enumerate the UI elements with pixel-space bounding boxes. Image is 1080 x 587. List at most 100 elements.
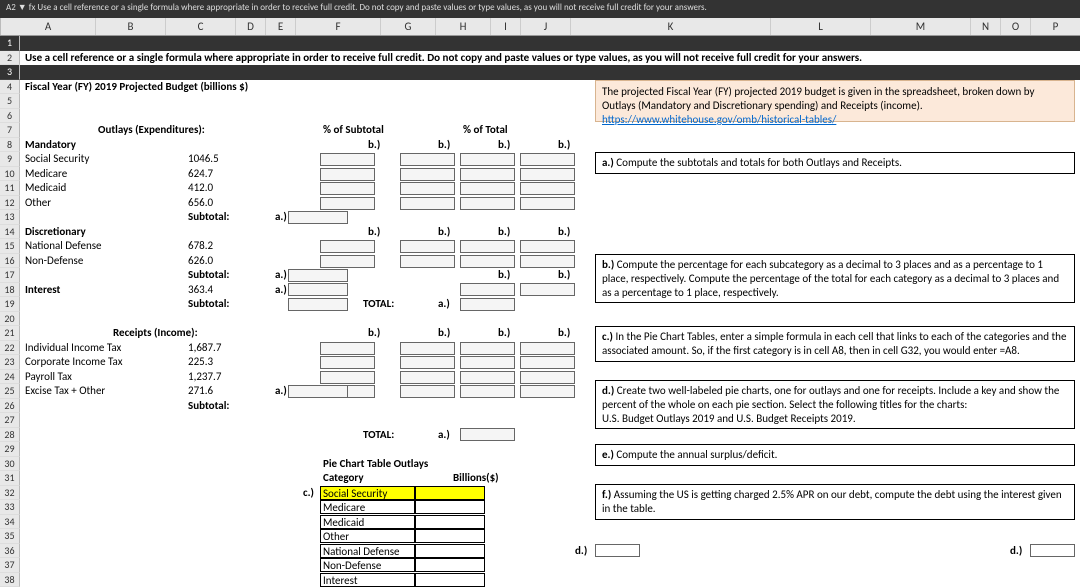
- input-pct[interactable]: [400, 197, 455, 210]
- row-header-16[interactable]: 16: [0, 254, 20, 269]
- input-int-pct2[interactable]: [520, 283, 575, 296]
- input-pct[interactable]: [460, 240, 515, 253]
- col-header-I[interactable]: I: [491, 18, 521, 35]
- input-pct[interactable]: [400, 385, 455, 398]
- input-pct[interactable]: [520, 255, 575, 268]
- row-header-34[interactable]: 34: [0, 515, 20, 530]
- col-header-B[interactable]: B: [96, 18, 166, 35]
- input-pct[interactable]: [400, 240, 455, 253]
- row-header-6[interactable]: 6: [0, 109, 20, 124]
- row-header-35[interactable]: 35: [0, 529, 20, 544]
- col-header-H[interactable]: H: [436, 18, 491, 35]
- row-header-8[interactable]: 8: [0, 138, 20, 153]
- input-pct[interactable]: [460, 371, 515, 384]
- input-pct[interactable]: [320, 182, 375, 195]
- input-interest[interactable]: [288, 283, 348, 296]
- formula-bar[interactable]: A2 ▼ fx Use a cell reference or a single…: [0, 0, 1080, 18]
- row-header-21[interactable]: 21: [0, 326, 20, 341]
- input-pct[interactable]: [460, 153, 515, 166]
- input-pct[interactable]: [460, 168, 515, 181]
- pct-value[interactable]: [415, 573, 485, 587]
- row-header-28[interactable]: 28: [0, 428, 20, 443]
- row-header-9[interactable]: 9: [0, 152, 20, 167]
- row-header-25[interactable]: 25: [0, 384, 20, 399]
- input-total-receipts[interactable]: [460, 428, 515, 441]
- row-header-30[interactable]: 30: [0, 457, 20, 472]
- pct-category[interactable]: Social Security: [320, 486, 415, 500]
- input-pct[interactable]: [460, 356, 515, 369]
- col-header-D[interactable]: D: [236, 18, 266, 35]
- input-pct[interactable]: [520, 240, 575, 253]
- input-subtotal-m[interactable]: [288, 211, 348, 224]
- input-pct[interactable]: [520, 356, 575, 369]
- input-pct[interactable]: [400, 182, 455, 195]
- row-header-26[interactable]: 26: [0, 399, 20, 414]
- col-header-K[interactable]: K: [571, 18, 771, 35]
- link-whitehouse[interactable]: https://www.whitehouse.gov/omb/historica…: [602, 113, 836, 126]
- input-pct[interactable]: [400, 255, 455, 268]
- input-pct[interactable]: [320, 255, 375, 268]
- row-header-24[interactable]: 24: [0, 370, 20, 385]
- pct-category[interactable]: National Defense: [320, 544, 415, 558]
- input-pct[interactable]: [520, 385, 575, 398]
- row-header-3[interactable]: 3: [0, 65, 20, 80]
- input-d-left[interactable]: [595, 544, 640, 557]
- row-header-29[interactable]: 29: [0, 442, 20, 457]
- row-header-5[interactable]: 5: [0, 94, 20, 109]
- input-pct[interactable]: [520, 371, 575, 384]
- row-header-22[interactable]: 22: [0, 341, 20, 356]
- input-pct[interactable]: [320, 153, 375, 166]
- row-header-33[interactable]: 33: [0, 500, 20, 515]
- pct-category[interactable]: Medicare: [320, 500, 415, 514]
- row-header-38[interactable]: 38: [0, 573, 20, 587]
- row-header-1[interactable]: 1: [0, 36, 20, 51]
- input-pct[interactable]: [460, 255, 515, 268]
- pct-value[interactable]: [415, 558, 485, 572]
- input-subtotal-r[interactable]: [288, 385, 348, 398]
- input-subtotal-i[interactable]: [288, 298, 348, 311]
- input-pct[interactable]: [520, 197, 575, 210]
- row-header-19[interactable]: 19: [0, 297, 20, 312]
- pct-value[interactable]: [415, 544, 485, 558]
- row-header-10[interactable]: 10: [0, 167, 20, 182]
- col-header-P[interactable]: P: [1031, 18, 1080, 35]
- input-pct[interactable]: [460, 342, 515, 355]
- input-pct[interactable]: [400, 371, 455, 384]
- col-header-M[interactable]: M: [871, 18, 971, 35]
- input-pct[interactable]: [400, 342, 455, 355]
- row-header-17[interactable]: 17: [0, 268, 20, 283]
- input-pct[interactable]: [460, 197, 515, 210]
- row-header-7[interactable]: 7: [0, 123, 20, 138]
- input-d-right[interactable]: [1030, 544, 1075, 557]
- input-pct[interactable]: [520, 342, 575, 355]
- col-header-O[interactable]: O: [1001, 18, 1031, 35]
- input-subtotal-d[interactable]: [288, 269, 348, 282]
- row-header-15[interactable]: 15: [0, 239, 20, 254]
- pct-category[interactable]: Medicaid: [320, 515, 415, 529]
- row-header-11[interactable]: 11: [0, 181, 20, 196]
- row-header-32[interactable]: 32: [0, 486, 20, 501]
- row-header-31[interactable]: 31: [0, 471, 20, 486]
- row-header-12[interactable]: 12: [0, 196, 20, 211]
- col-header-F[interactable]: F: [296, 18, 381, 35]
- col-header-A[interactable]: A: [1, 18, 96, 35]
- row-header-14[interactable]: 14: [0, 225, 20, 240]
- pct-category[interactable]: Other: [320, 529, 415, 543]
- row-header-27[interactable]: 27: [0, 413, 20, 428]
- input-pct[interactable]: [320, 168, 375, 181]
- row-header-4[interactable]: 4: [0, 80, 20, 95]
- input-int-pct1[interactable]: [460, 283, 515, 296]
- input-pct[interactable]: [520, 168, 575, 181]
- row-header-23[interactable]: 23: [0, 355, 20, 370]
- input-pct[interactable]: [320, 197, 375, 210]
- pct-value[interactable]: [415, 486, 485, 500]
- row-header-36[interactable]: 36: [0, 544, 20, 559]
- input-pct[interactable]: [320, 342, 375, 355]
- input-pct[interactable]: [320, 356, 375, 369]
- col-header-N[interactable]: N: [971, 18, 1001, 35]
- input-pct[interactable]: [460, 385, 515, 398]
- pct-value[interactable]: [415, 500, 485, 514]
- row-header-2[interactable]: 2: [0, 51, 20, 66]
- row-header-37[interactable]: 37: [0, 558, 20, 573]
- pct-category[interactable]: Interest: [320, 573, 415, 587]
